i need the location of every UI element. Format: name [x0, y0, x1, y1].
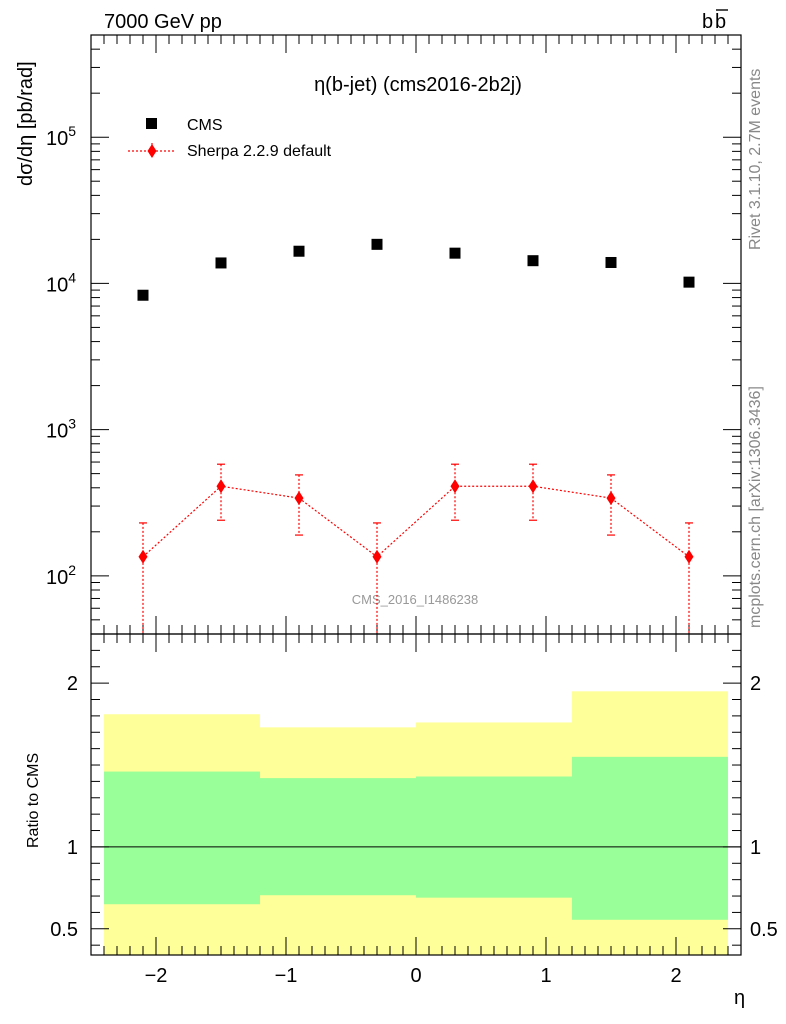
rivet-label: Rivet 3.1.10, 2.7M events — [747, 69, 764, 250]
main-y-axis-label: dσ/dη [pb/rad] — [15, 61, 37, 186]
sherpa-point — [372, 549, 382, 564]
x-tick-labels: −2 −1 0 1 2 — [145, 965, 682, 987]
plot-title: η(b-jet) (cms2016-2b2j) — [314, 74, 522, 96]
sherpa-point — [606, 491, 616, 506]
cms-series — [137, 238, 695, 301]
x-tick-label: 2 — [670, 965, 681, 987]
x-axis-label: η — [734, 987, 745, 1009]
x-tick-label: 1 — [540, 965, 551, 987]
main-y-tick-label: 103 — [46, 416, 76, 443]
sherpa-point — [294, 491, 304, 506]
x-tick-label: −1 — [275, 965, 298, 987]
ratio-y-tick-label-right: 1 — [750, 837, 761, 859]
energy-label: 7000 GeV pp — [104, 11, 222, 33]
ratio-band-inner-0 — [104, 771, 260, 905]
x-tick-label: −2 — [145, 965, 168, 987]
cms-point — [293, 245, 305, 257]
process-label: b b — [702, 9, 728, 33]
sherpa-series — [138, 463, 694, 634]
legend: CMS Sherpa 2.2.9 default — [128, 117, 332, 160]
ratio-y-axis-label: Ratio to CMS — [25, 753, 42, 848]
cms-point — [215, 257, 227, 269]
mcplots-label: mcplots.cern.ch [arXiv:1306.3436] — [747, 386, 764, 628]
process-label-b: b — [702, 11, 713, 33]
ratio-band-inner-2 — [416, 776, 572, 898]
ratio-y-tick-label: 2 — [67, 673, 78, 695]
ratio-y-tick-labels-right: 0.5 1 2 — [750, 673, 778, 941]
legend-sherpa-label: Sherpa 2.2.9 default — [187, 143, 332, 160]
analysis-watermark: CMS_2016_I1486238 — [352, 592, 479, 607]
sherpa-point — [216, 479, 226, 494]
ratio-y-tick-label: 0.5 — [50, 919, 78, 941]
process-label-bbar: b — [715, 11, 726, 33]
ratio-bands — [104, 691, 728, 955]
cms-point — [683, 276, 695, 288]
ratio-y-tick-label-right: 0.5 — [750, 919, 778, 941]
sherpa-point — [528, 479, 538, 494]
cms-point — [605, 256, 617, 268]
ratio-axis-ticks — [90, 634, 742, 955]
main-y-tick-label: 105 — [46, 123, 76, 150]
legend-cms-label: CMS — [187, 117, 223, 134]
ratio-y-tick-labels: 0.5 1 2 — [50, 673, 78, 941]
ratio-frame — [90, 633, 742, 956]
legend-sherpa-marker — [147, 144, 157, 158]
sherpa-point — [684, 549, 694, 564]
main-y-tick-label: 102 — [46, 562, 76, 589]
ratio-band-inner-3 — [572, 756, 728, 920]
sherpa-point — [138, 549, 148, 564]
main-y-tick-label: 104 — [46, 269, 76, 296]
ratio-panel: 0.5 1 2 0.5 1 2 −2 −1 0 1 2 Ratio to CMS η — [25, 633, 778, 1009]
x-tick-label: 0 — [410, 965, 421, 987]
cms-point — [527, 255, 539, 267]
cms-point — [449, 247, 461, 259]
cms-point — [371, 238, 383, 250]
ratio-y-tick-label-right: 2 — [750, 673, 761, 695]
legend-cms-marker — [146, 118, 157, 129]
main-y-tick-labels: 102 103 104 105 — [46, 123, 76, 589]
ratio-y-tick-label: 1 — [67, 837, 78, 859]
cms-point — [137, 289, 149, 301]
sherpa-line — [142, 485, 690, 558]
sherpa-point — [450, 479, 460, 494]
ratio-band-inner-1 — [260, 778, 416, 896]
main-panel: CMS_2016_I1486238 102 103 104 105 η(b-jet) … — [15, 34, 742, 635]
